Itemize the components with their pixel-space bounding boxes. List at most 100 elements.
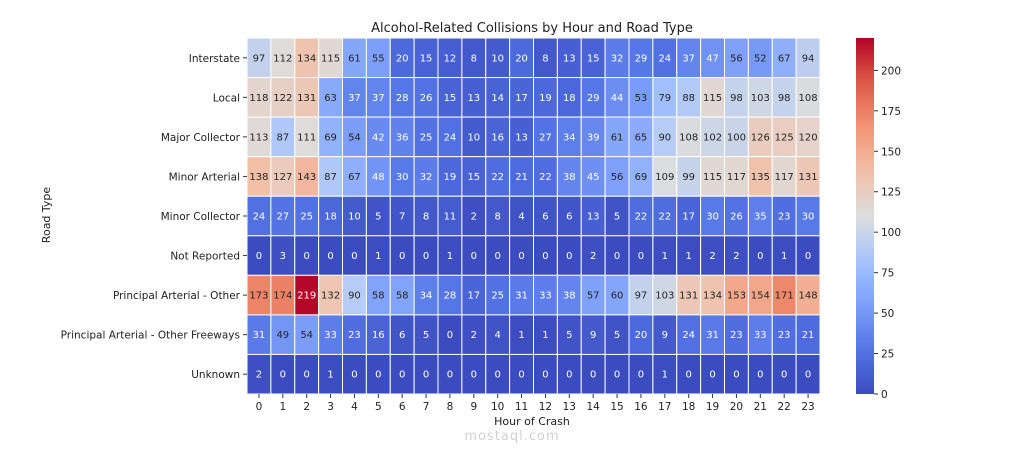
cell-value-label: 37 xyxy=(372,93,385,104)
cell-value-label: 148 xyxy=(799,291,818,302)
cell-value-label: 26 xyxy=(730,212,743,223)
cell-value-label: 0 xyxy=(757,251,763,262)
cell-value-label: 56 xyxy=(611,172,624,183)
cell-value-label: 39 xyxy=(587,132,600,143)
cell-value-label: 0 xyxy=(447,370,453,381)
cell-value-label: 15 xyxy=(587,53,600,64)
cell-value-label: 154 xyxy=(751,291,770,302)
cell-value-label: 173 xyxy=(249,291,268,302)
cell-value-label: 2 xyxy=(590,251,596,262)
cell-value-label: 0 xyxy=(781,370,787,381)
cell-value-label: 109 xyxy=(655,172,674,183)
cell-value-label: 0 xyxy=(399,370,405,381)
cell-value-label: 21 xyxy=(515,172,528,183)
cell-value-label: 0 xyxy=(614,251,620,262)
cell-value-label: 42 xyxy=(372,132,385,143)
cell-value-label: 54 xyxy=(348,132,361,143)
cell-value-label: 0 xyxy=(590,370,596,381)
cell-value-label: 97 xyxy=(253,53,266,64)
cell-value-label: 219 xyxy=(297,291,316,302)
cell-value-label: 38 xyxy=(563,291,576,302)
x-tick-label: 12 xyxy=(539,401,552,413)
cell-value-label: 33 xyxy=(324,330,337,341)
cell-value-label: 131 xyxy=(297,93,316,104)
cell-value-label: 17 xyxy=(467,291,480,302)
cell-value-label: 6 xyxy=(566,212,572,223)
cell-value-label: 22 xyxy=(635,212,648,223)
cell-value-label: 19 xyxy=(539,93,552,104)
cell-value-label: 0 xyxy=(351,370,357,381)
cell-value-label: 98 xyxy=(778,93,791,104)
cell-value-label: 27 xyxy=(539,132,552,143)
cell-value-label: 0 xyxy=(733,370,739,381)
y-tick-label: Local xyxy=(213,92,240,104)
cell-value-label: 10 xyxy=(348,212,361,223)
cell-value-label: 1 xyxy=(518,330,524,341)
cell-value-label: 67 xyxy=(348,172,361,183)
x-axis-label: Hour of Crash xyxy=(494,415,570,428)
cell-value-label: 1 xyxy=(686,251,692,262)
y-tick-label: Major Collector xyxy=(161,132,241,144)
cell-value-label: 127 xyxy=(273,172,292,183)
cell-value-label: 0 xyxy=(471,370,477,381)
cell-value-label: 32 xyxy=(611,53,624,64)
cell-value-label: 5 xyxy=(614,212,620,223)
cell-value-label: 30 xyxy=(396,172,409,183)
cell-value-label: 0 xyxy=(518,251,524,262)
cell-value-label: 8 xyxy=(471,53,477,64)
cell-value-label: 11 xyxy=(444,212,457,223)
y-axis-label: Road Type xyxy=(40,187,53,244)
cell-value-label: 16 xyxy=(372,330,385,341)
cell-value-label: 15 xyxy=(467,172,480,183)
x-tick-label: 7 xyxy=(423,401,430,413)
cell-value-label: 15 xyxy=(420,53,433,64)
cell-value-label: 57 xyxy=(587,291,600,302)
cell-value-label: 28 xyxy=(444,291,457,302)
cell-value-label: 7 xyxy=(399,212,405,223)
cell-value-label: 99 xyxy=(682,172,695,183)
cell-value-label: 0 xyxy=(638,370,644,381)
cell-value-label: 67 xyxy=(778,53,791,64)
cell-value-label: 24 xyxy=(444,132,457,143)
cell-value-label: 13 xyxy=(563,53,576,64)
cell-value-label: 6 xyxy=(399,330,405,341)
cell-value-label: 108 xyxy=(679,132,698,143)
cell-value-label: 35 xyxy=(754,212,767,223)
cell-value-label: 131 xyxy=(799,172,818,183)
cell-value-label: 32 xyxy=(420,172,433,183)
cell-value-label: 0 xyxy=(399,251,405,262)
cell-value-label: 26 xyxy=(420,93,433,104)
watermark-text: mostaql.com xyxy=(464,429,559,444)
cell-value-label: 6 xyxy=(542,212,548,223)
cell-value-label: 8 xyxy=(495,212,501,223)
cell-value-label: 53 xyxy=(635,93,648,104)
cell-value-label: 0 xyxy=(542,370,548,381)
cell-value-label: 18 xyxy=(324,212,337,223)
y-tick-label: Minor Arterial xyxy=(169,171,240,183)
cell-value-label: 0 xyxy=(280,370,286,381)
cell-value-label: 102 xyxy=(703,132,722,143)
chart-title: Alcohol-Related Collisions by Hour and R… xyxy=(371,21,693,36)
cell-value-label: 0 xyxy=(638,251,644,262)
cell-value-label: 0 xyxy=(351,251,357,262)
cell-value-label: 5 xyxy=(375,212,381,223)
cell-value-label: 1 xyxy=(662,251,668,262)
colorbar-gradient xyxy=(856,38,874,394)
cell-value-label: 4 xyxy=(495,330,501,341)
cell-value-label: 23 xyxy=(730,330,743,341)
cell-value-label: 25 xyxy=(300,212,313,223)
cell-value-label: 60 xyxy=(611,291,624,302)
cell-value-label: 34 xyxy=(563,132,576,143)
cell-value-label: 20 xyxy=(515,53,528,64)
cell-value-label: 23 xyxy=(348,330,361,341)
x-tick-labels: 0 1 2 3 4 5 6 7 8 9 10 11 12 13 14 15 16 17 18 19 20 21 22 23 xyxy=(256,394,815,413)
y-tick-label: Principal Arterial - Other xyxy=(113,290,241,302)
cell-value-label: 54 xyxy=(300,330,313,341)
cell-value-label: 23 xyxy=(778,212,791,223)
cell-value-label: 122 xyxy=(273,93,292,104)
cell-value-label: 56 xyxy=(730,53,743,64)
cell-value-label: 69 xyxy=(324,132,337,143)
cell-value-label: 111 xyxy=(297,132,316,143)
cell-value-label: 1 xyxy=(327,370,333,381)
